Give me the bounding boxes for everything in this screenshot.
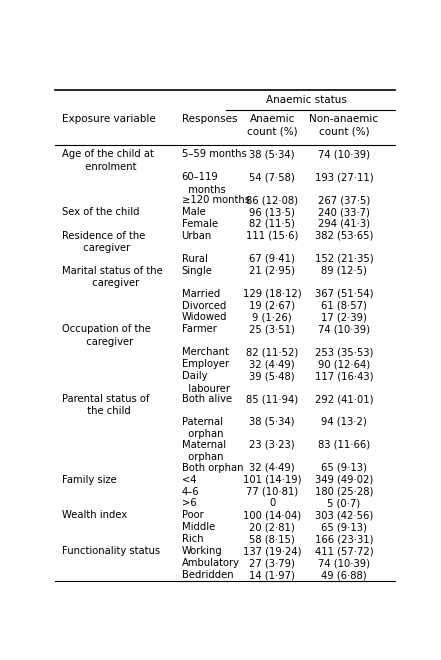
Text: Male: Male [182,207,206,217]
Text: 117 (16·43): 117 (16·43) [315,371,373,381]
Text: Anaemic status: Anaemic status [266,96,347,106]
Text: 65 (9·13): 65 (9·13) [321,463,367,473]
Text: Poor: Poor [182,510,203,520]
Text: 74 (10·39): 74 (10·39) [318,325,370,335]
Text: 61 (8·57): 61 (8·57) [321,300,367,310]
Text: 19 (2·67): 19 (2·67) [249,300,295,310]
Text: 137 (19·24): 137 (19·24) [243,546,301,556]
Text: 38 (5·34): 38 (5·34) [250,149,295,159]
Text: 90 (12·64): 90 (12·64) [318,359,370,369]
Text: 49 (6·88): 49 (6·88) [321,570,367,580]
Text: Exposure variable: Exposure variable [62,114,156,124]
Text: Responses: Responses [182,114,237,124]
Text: Divorced: Divorced [182,300,226,310]
Text: Functionality status: Functionality status [62,546,160,556]
Text: 85 (11·94): 85 (11·94) [246,394,298,404]
Text: 9 (1·26): 9 (1·26) [252,312,292,323]
Text: Occupation of the
  caregiver: Occupation of the caregiver [62,325,151,346]
Text: 240 (33·7): 240 (33·7) [318,207,370,217]
Text: 100 (14·04): 100 (14·04) [243,510,301,520]
Text: >6: >6 [182,498,196,508]
Text: 94 (13·2): 94 (13·2) [321,417,367,427]
Text: 82 (11·52): 82 (11·52) [246,347,298,357]
Text: 367 (51·54): 367 (51·54) [315,288,373,298]
Text: 129 (18·12): 129 (18·12) [243,288,302,298]
Text: <4: <4 [182,475,196,484]
Text: Sex of the child: Sex of the child [62,207,139,217]
Text: 86 (12·08): 86 (12·08) [246,195,298,205]
Text: 32 (4·49): 32 (4·49) [249,463,295,473]
Text: 382 (53·65): 382 (53·65) [315,231,373,241]
Text: 32 (4·49): 32 (4·49) [249,359,295,369]
Text: 39 (5·48): 39 (5·48) [249,371,295,381]
Text: 77 (10·81): 77 (10·81) [246,486,298,496]
Text: Single: Single [182,266,213,276]
Text: 253 (35·53): 253 (35·53) [315,347,373,357]
Text: 67 (9·41): 67 (9·41) [249,253,295,264]
Text: 166 (23·31): 166 (23·31) [315,535,373,544]
Text: 152 (21·35): 152 (21·35) [314,253,373,264]
Text: 58 (8·15): 58 (8·15) [249,535,295,544]
Text: Anaemic
count (%): Anaemic count (%) [247,114,298,136]
Text: 4–6: 4–6 [182,486,199,496]
Text: Paternal
  orphan: Paternal orphan [182,417,223,440]
Text: 38 (5·34): 38 (5·34) [250,417,295,427]
Text: Working: Working [182,546,222,556]
Text: Ambulatory: Ambulatory [182,558,239,568]
Text: Rich: Rich [182,535,203,544]
Text: 294 (41·3): 294 (41·3) [318,219,370,229]
Text: Marital status of the
  caregiver: Marital status of the caregiver [62,266,163,288]
Text: 101 (14·19): 101 (14·19) [243,475,301,484]
Text: Merchant: Merchant [182,347,228,357]
Text: 349 (49·02): 349 (49·02) [315,475,373,484]
Text: 292 (41·01): 292 (41·01) [315,394,373,404]
Text: Widowed: Widowed [182,312,227,323]
Text: 0: 0 [269,498,275,508]
Text: 14 (1·97): 14 (1·97) [249,570,295,580]
Text: Maternal
  orphan: Maternal orphan [182,440,226,462]
Text: 267 (37·5): 267 (37·5) [318,195,370,205]
Text: 21 (2·95): 21 (2·95) [249,266,295,276]
Text: 5 (0·7): 5 (0·7) [327,498,360,508]
Text: Married: Married [182,288,220,298]
Text: 96 (13·5): 96 (13·5) [249,207,295,217]
Text: Residence of the
  caregiver: Residence of the caregiver [62,231,146,253]
Text: 54 (7·58): 54 (7·58) [249,172,295,182]
Text: 65 (9·13): 65 (9·13) [321,522,367,533]
Text: Bedridden: Bedridden [182,570,233,580]
Text: Female: Female [182,219,218,229]
Text: 74 (10·39): 74 (10·39) [318,558,370,568]
Text: 60–119
  months: 60–119 months [182,172,225,195]
Text: Age of the child at
  enrolment: Age of the child at enrolment [62,149,154,172]
Text: Both alive: Both alive [182,394,232,404]
Text: 411 (57·72): 411 (57·72) [314,546,373,556]
Text: Parental status of
  the child: Parental status of the child [62,394,149,416]
Text: Non-anaemic
count (%): Non-anaemic count (%) [310,114,378,136]
Text: 193 (27·11): 193 (27·11) [314,172,373,182]
Text: Wealth index: Wealth index [62,510,127,520]
Text: 180 (25·28): 180 (25·28) [315,486,373,496]
Text: Both orphan: Both orphan [182,463,243,473]
Text: 27 (3·79): 27 (3·79) [249,558,295,568]
Text: 89 (12·5): 89 (12·5) [321,266,367,276]
Text: 5–59 months: 5–59 months [182,149,247,159]
Text: Urban: Urban [182,231,212,241]
Text: Rural: Rural [182,253,207,264]
Text: Employer: Employer [182,359,229,369]
Text: 83 (11·66): 83 (11·66) [318,440,370,449]
Text: Middle: Middle [182,522,215,533]
Text: 303 (42·56): 303 (42·56) [315,510,373,520]
Text: ≥120 months: ≥120 months [182,195,250,205]
Text: 82 (11·5): 82 (11·5) [249,219,295,229]
Text: Family size: Family size [62,475,117,484]
Text: 111 (15·6): 111 (15·6) [246,231,299,241]
Text: 25 (3·51): 25 (3·51) [249,325,295,335]
Text: 20 (2·81): 20 (2·81) [249,522,295,533]
Text: 23 (3·23): 23 (3·23) [249,440,295,449]
Text: 17 (2·39): 17 (2·39) [321,312,367,323]
Text: Daily
  labourer: Daily labourer [182,371,230,393]
Text: 74 (10·39): 74 (10·39) [318,149,370,159]
Text: Farmer: Farmer [182,325,217,335]
